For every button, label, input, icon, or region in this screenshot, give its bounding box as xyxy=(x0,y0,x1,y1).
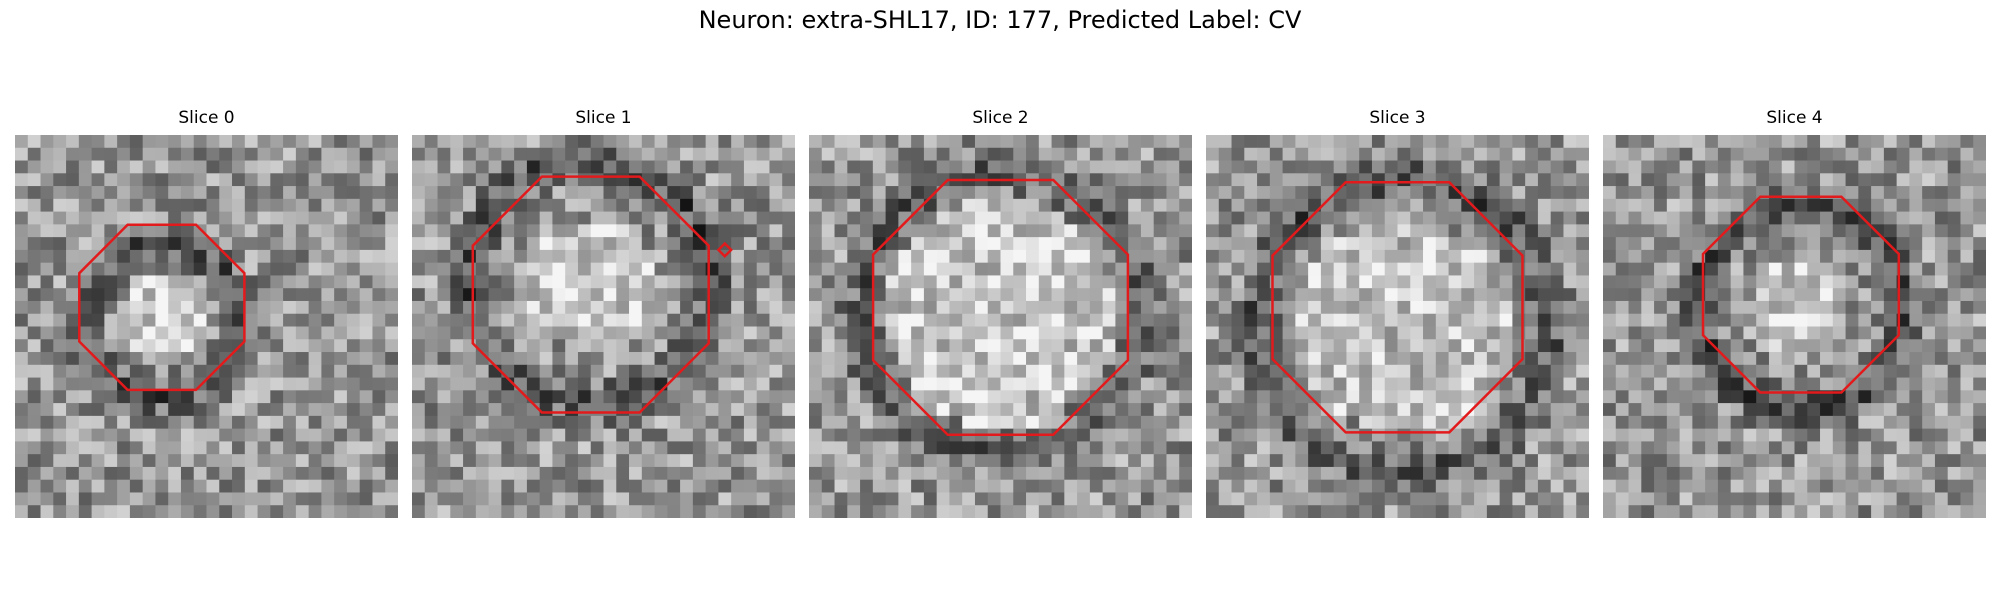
slice-panel-1: Slice 1 xyxy=(412,105,795,518)
slice-image xyxy=(809,135,1192,518)
slice-title: Slice 2 xyxy=(972,108,1029,128)
roi-contour xyxy=(1271,181,1524,434)
pixel-grid xyxy=(15,135,398,518)
slice-title: Slice 0 xyxy=(178,108,235,128)
slice-panel-3: Slice 3 xyxy=(1206,105,1589,518)
roi-contour-fragment xyxy=(716,241,733,259)
slice-image xyxy=(15,135,398,518)
slice-panel-0: Slice 0 xyxy=(15,105,398,518)
slice-title: Slice 4 xyxy=(1766,108,1823,128)
slice-title: Slice 1 xyxy=(575,108,632,128)
slice-image xyxy=(1206,135,1589,518)
pixel-grid xyxy=(809,135,1192,518)
roi-contour xyxy=(471,175,710,414)
roi-contour xyxy=(871,178,1130,436)
slice-title: Slice 3 xyxy=(1369,108,1426,128)
pixel-grid xyxy=(1603,135,1986,518)
figure-title: Neuron: extra-SHL17, ID: 177, Predicted … xyxy=(698,6,1302,34)
slice-panel-4: Slice 4 xyxy=(1603,105,1986,518)
slice-image xyxy=(412,135,795,518)
pixel-grid xyxy=(1206,135,1589,518)
slice-panel-2: Slice 2 xyxy=(809,105,1192,518)
pixel-grid xyxy=(412,135,795,518)
roi-contour xyxy=(78,223,246,392)
slice-image xyxy=(1603,135,1986,518)
roi-contour xyxy=(1701,195,1901,394)
